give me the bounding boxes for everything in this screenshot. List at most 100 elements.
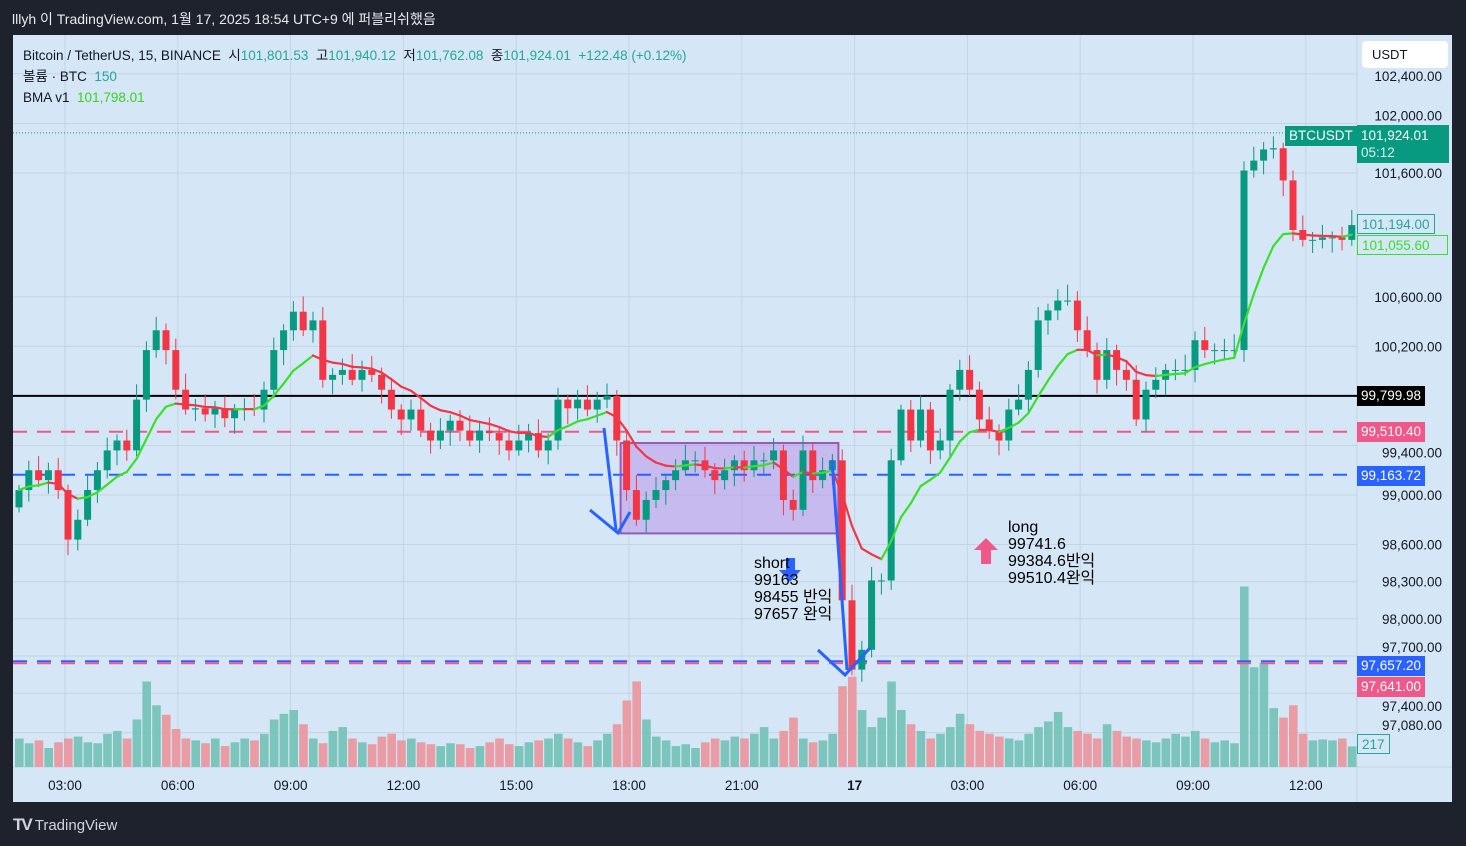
volume-label[interactable]: 볼륨 · BTC <box>23 69 87 84</box>
brand-name[interactable]: TradingView <box>34 816 118 834</box>
candle-body <box>809 450 817 481</box>
ma-line-segment <box>1017 412 1030 424</box>
candle-body <box>456 420 464 431</box>
candle-body <box>1093 350 1101 380</box>
ma-line-segment <box>1262 244 1275 269</box>
volume-bar <box>1249 667 1259 767</box>
ma-line-segment <box>370 367 383 374</box>
ma-label[interactable]: BMA v1 <box>23 90 70 105</box>
ma-line-segment <box>939 456 952 474</box>
chart-panel[interactable] <box>13 35 1452 802</box>
ma-line-segment <box>145 418 158 441</box>
candle-body <box>1191 340 1199 370</box>
ma-line-segment <box>733 465 746 469</box>
volume-value: 150 <box>94 69 117 84</box>
candle-body <box>358 369 366 380</box>
ma-line-segment <box>1340 233 1353 238</box>
ma-line-segment <box>821 469 834 474</box>
candle-body <box>446 420 454 431</box>
ma-line-segment <box>360 366 373 370</box>
volume-bar <box>220 746 230 767</box>
candle-body <box>476 430 484 441</box>
y-tick-label: 98,300.00 <box>1382 575 1442 590</box>
volume-bar <box>367 744 377 767</box>
candle-body <box>1024 369 1032 400</box>
x-tick-label: 12:00 <box>1289 778 1323 793</box>
candle-body <box>985 419 993 431</box>
candle-body <box>966 369 974 390</box>
candle-body <box>1054 300 1062 311</box>
low-value: 101,762.08 <box>415 48 484 63</box>
ma-line-segment <box>96 483 109 494</box>
volume-bar <box>132 719 142 767</box>
volume-bar <box>1259 662 1269 767</box>
candle-body <box>427 430 435 441</box>
currency-button[interactable]: USDT <box>1362 41 1448 68</box>
volume-bar <box>348 738 357 767</box>
long-annotation[interactable]: long 99741.6 99384.6반익 99510.4완익 <box>1008 519 1096 587</box>
candle-body <box>368 369 376 375</box>
candle-body <box>280 330 288 351</box>
change-value: +122.48 (+0.12%) <box>578 48 687 63</box>
candle-body <box>975 389 983 420</box>
high-label: 고 <box>315 48 329 63</box>
volume-bar <box>818 740 828 767</box>
candle-body <box>868 580 876 650</box>
volume-bar <box>289 710 298 767</box>
volume-bar <box>1171 733 1180 767</box>
drawn-arrow-line <box>602 427 618 531</box>
candle-body <box>564 399 572 409</box>
candle-body <box>15 490 23 508</box>
volume-bar <box>583 746 592 767</box>
ma-line-segment <box>1027 395 1040 415</box>
ma-line-segment <box>860 547 873 556</box>
candle-body <box>1083 330 1091 351</box>
candle-body <box>378 374 386 390</box>
volume-bar <box>64 738 73 767</box>
candle-body <box>642 499 650 520</box>
candle-body <box>1171 369 1179 371</box>
ma-line-segment <box>527 431 540 438</box>
volume-bar <box>1024 733 1033 767</box>
candle-body <box>505 440 513 451</box>
ma-line-segment <box>1213 358 1226 363</box>
volume-bar <box>622 700 632 767</box>
volume-bar <box>867 727 877 767</box>
pink-low-level-tag: 97,641.00 <box>1357 677 1426 697</box>
ma-line-segment <box>850 524 863 550</box>
volume-bar <box>24 743 34 767</box>
volume-bar <box>309 738 318 767</box>
black-level-tag: 99,799.98 <box>1357 386 1426 406</box>
candle-body <box>1142 389 1150 420</box>
volume-bar <box>269 719 279 767</box>
candle-body <box>35 470 43 481</box>
close-value: 101,924.01 <box>503 48 571 63</box>
candle-body <box>172 350 180 390</box>
candle-body <box>64 490 72 540</box>
volume-bar <box>318 743 328 767</box>
price-tag-101194: 101,194.00 <box>1357 214 1435 234</box>
candle-body <box>329 374 337 380</box>
ma-line-segment <box>654 461 667 467</box>
volume-bar <box>1200 738 1210 767</box>
ma-line-segment <box>302 354 315 365</box>
candle-body <box>1005 409 1013 441</box>
ma-line-segment <box>782 468 795 478</box>
volume-bar <box>34 740 44 767</box>
volume-bar <box>1132 738 1141 767</box>
ma-line-segment <box>684 463 697 467</box>
ma-line-segment <box>17 485 30 492</box>
symbol-name[interactable]: Bitcoin / TetherUS, 15, BINANCE <box>23 48 221 63</box>
candle-body <box>544 440 552 451</box>
ma-line-segment <box>76 496 89 500</box>
volume-bar <box>201 743 210 767</box>
short-annotation[interactable]: short 99163 98455 반익 97657 완익 <box>754 555 833 623</box>
candle-body <box>182 389 190 410</box>
ma-line-segment <box>1272 233 1285 248</box>
candle-body <box>730 460 738 471</box>
volume-bar <box>1014 740 1024 767</box>
ma-line-segment <box>909 485 922 505</box>
candle-body <box>838 460 846 601</box>
y-tick-label: 100,600.00 <box>1374 290 1442 305</box>
